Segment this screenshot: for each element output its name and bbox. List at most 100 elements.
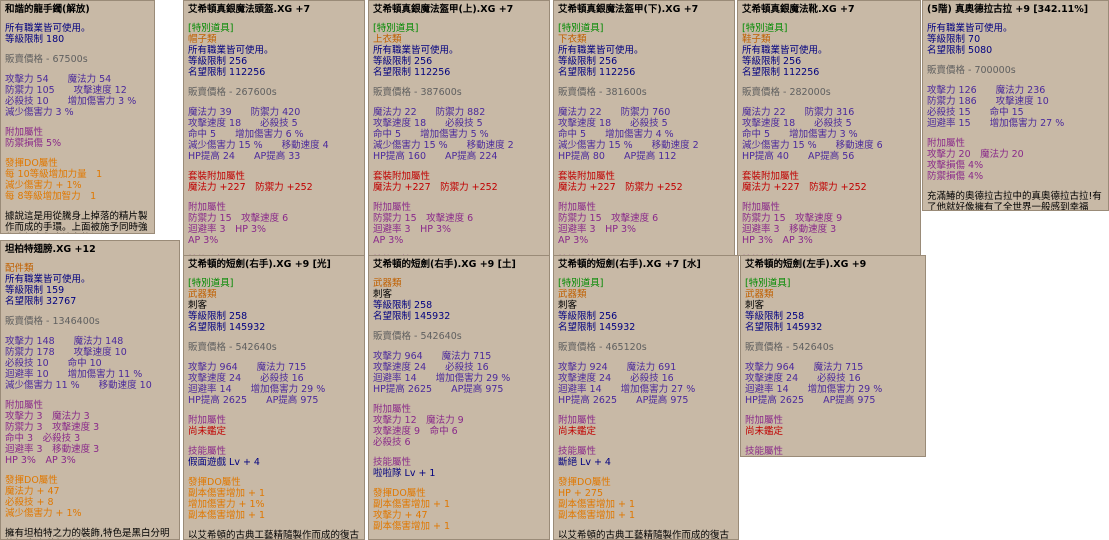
tooltip-line: 等級限制 180: [5, 34, 65, 45]
item-name: 和諧的龍手鐲(解放): [5, 4, 90, 15]
item-title-block: 艾希頓的短劍(右手).XG +9 [光]: [188, 259, 360, 270]
tooltip-section: 魔法力 22 防禦力 316 攻擊速度 18 必殺技 5 命中 5 增加傷害力 3 …: [742, 107, 916, 162]
tooltip-line: 攻擊力 964 魔法力 715: [188, 362, 307, 373]
tooltip-line: 等級限制 258: [373, 300, 433, 311]
tooltip-section: 以艾希頓的古典工藝精隨製作而成的復古型武器。: [188, 530, 360, 539]
tooltip-line: 迴避率 15 增加傷害力 27 %: [927, 118, 1065, 129]
tooltip-line: 迴避率 3 HP 3%: [558, 224, 637, 235]
tooltip-line: 減少傷害力 11 % 移動速度 10: [5, 380, 152, 391]
tooltip-section: 發揮DO屬性 魔法力 + 47 必殺技 + 8 減少傷害力 + 1%: [5, 475, 175, 519]
tooltip-line: [特別道具]: [745, 278, 791, 289]
tooltip-line: 攻擊損傷 4%: [927, 160, 984, 171]
tooltip-line: 攻擊力 924 魔法力 691: [558, 362, 677, 373]
item-title-block: 和諧的龍手鐲(解放): [5, 4, 150, 15]
tooltip-line: 攻擊力 964 魔法力 715: [745, 362, 864, 373]
tooltip-line: HP提高 2625 AP提高 975: [745, 395, 876, 406]
tooltip-section: 販賣價格 - 542640s: [373, 331, 545, 342]
tooltip-line: 魔法力 +227 防禦力 +252: [558, 182, 683, 193]
tooltip-line: 副本傷害增加 + 1: [373, 499, 451, 510]
tooltip-line: 發揮DO屬性: [373, 488, 426, 499]
tooltip-line: HP + 275: [558, 488, 604, 499]
tooltip-section: 套裝附加屬性 魔法力 +227 防禦力 +252: [373, 171, 545, 193]
item-title-block: 艾希頓真銀魔法頭盔.XG +7: [188, 4, 360, 15]
tooltip-line: 販賣價格 - 700000s: [927, 65, 1016, 76]
tooltip-line: 每 8等級增加智力 1: [5, 191, 97, 202]
tooltip-line: 所有職業皆可使用。: [5, 274, 91, 285]
tooltip-line: 魔法力 +227 防禦力 +252: [373, 182, 498, 193]
tooltip-line: 命中 5 增加傷害力 6 %: [188, 129, 304, 140]
tooltip-section: 魔法力 39 防禦力 420 攻擊速度 18 必殺技 5 命中 5 增加傷害力 6 …: [188, 107, 360, 162]
tooltip-line: 刺客: [188, 300, 208, 311]
item-title-block: (5階) 真奧德拉古拉 +9 [342.11%]: [927, 4, 1104, 15]
tooltip-line: 防禦力 15 攻擊速度 6: [373, 213, 474, 224]
tooltip-section: 販賣價格 - 267600s: [188, 87, 360, 98]
item-tooltip: 艾希頓的短劍(左手).XG +9 [特別道具] 武器類 刺客 等級限制 258 名望限制 …: [740, 255, 926, 457]
tooltip-line: 配件類: [5, 263, 34, 274]
item-name: 艾希頓真銀魔法靴.XG +7: [742, 4, 855, 15]
tooltip-section: 據說這是用從騰身上掉落的精片製作而成的手環。上面被施予同時強化攻擊力與魔法力的祝…: [5, 211, 150, 233]
item-name: 艾希頓真銀魔法頭盔.XG +7: [188, 4, 311, 15]
tooltip-line: HP提高 2625 AP提高 975: [188, 395, 319, 406]
tooltip-line: 附加屬性: [5, 127, 44, 138]
tooltip-line: 名望限制 112256: [373, 67, 451, 78]
tooltip-line: 販賣價格 - 465120s: [558, 342, 647, 353]
tooltip-line: 所有職業皆可使用。: [927, 23, 1013, 34]
tooltip-line: 附加屬性: [927, 138, 966, 149]
tooltip-line: 所有職業皆可使用。: [188, 45, 274, 56]
item-name: 艾希頓真銀魔法盔甲(上).XG +7: [373, 4, 514, 15]
tooltip-line: 迴避率 14 增加傷害力 29 %: [188, 384, 326, 395]
tooltip-line: 等級限制 258: [745, 311, 805, 322]
tooltip-section: 攻擊力 964 魔法力 715 攻擊速度 24 必殺技 16 迴避率 14 增加傷害…: [373, 351, 545, 395]
item-title-block: 艾希頓的短劍(左手).XG +9: [745, 259, 921, 270]
item-title-block: 艾希頓真銀魔法盔甲(下).XG +7: [558, 4, 730, 15]
tooltip-line: 啦啦隊 Lv + 1: [373, 468, 436, 479]
tooltip-section: 技能屬性 假面遊戲 Lv + 4: [188, 446, 360, 468]
tooltip-line: 魔法力 + 47: [5, 486, 60, 497]
tooltip-line: 名望限制 112256: [558, 67, 636, 78]
tooltip-line: 命中 3 必殺技 3: [5, 433, 81, 444]
tooltip-section: 所有職業皆可使用。 等級限制 70 名望限制 5080: [927, 23, 1104, 56]
tooltip-section: 販賣價格 - 282000s: [742, 87, 916, 98]
tooltip-line: 販賣價格 - 381600s: [558, 87, 647, 98]
tooltip-line: 販賣價格 - 67500s: [5, 54, 88, 65]
tooltip-section: 附加屬性 攻擊力 3 魔法力 3 防禦力 3 攻擊速度 3 命中 3 必殺技 3 迴避率…: [5, 400, 175, 466]
tooltip-line: 所有職業皆可使用。: [558, 45, 644, 56]
tooltip-line: 附加屬性: [373, 202, 412, 213]
tooltip-line: 魔法力 +227 防禦力 +252: [188, 182, 313, 193]
tooltip-line: 附加屬性: [558, 415, 597, 426]
tooltip-line: 攻擊速度 24 必殺技 16: [745, 373, 861, 384]
tooltip-line: 以艾希頓的古典工藝精隨製作而成的復古型武器。: [558, 530, 730, 540]
item-tooltip: 坦柏特翅膀.XG +12 配件類 所有職業皆可使用。 等級限制 159 名望限制 327…: [0, 240, 180, 540]
tooltip-line: 魔法力 +227 防禦力 +252: [742, 182, 867, 193]
tooltip-line: 迴避率 3 移動速度 3: [742, 224, 837, 235]
tooltip-line: 名望限制 112256: [742, 67, 820, 78]
tooltip-line: 假面遊戲 Lv + 4: [188, 457, 260, 468]
item-tooltip: 艾希頓的短劍(右手).XG +7 [水] [特別道具] 武器類 刺客 等級限制 256 名…: [553, 255, 739, 540]
tooltip-line: HP提高 80 AP提高 112: [558, 151, 677, 162]
tooltip-line: 等級限制 70: [927, 34, 981, 45]
tooltip-section: 發揮DO屬性 HP + 275 副本傷害增加 + 1 副本傷害增加 + 1: [558, 477, 734, 521]
tooltip-line: 命中 5 增加傷害力 3 %: [742, 129, 858, 140]
tooltip-line: 減少傷害力 + 1%: [5, 180, 82, 191]
tooltip-line: [特別道具]: [558, 278, 604, 289]
item-tooltip: 艾希頓真銀魔法盔甲(上).XG +7 [特別道具] 上衣類 所有職業皆可使用。 等級限制…: [368, 0, 550, 256]
tooltip-line: 每 10等級增加力量 1: [5, 169, 103, 180]
item-name: 艾希頓真銀魔法盔甲(下).XG +7: [558, 4, 699, 15]
item-tooltip: 和諧的龍手鐲(解放) 所有職業皆可使用。 等級限制 180 販賣價格 - 67500s…: [0, 0, 155, 234]
tooltip-line: HP提高 2625 AP提高 975: [373, 384, 504, 395]
tooltip-line: 套裝附加屬性: [188, 171, 246, 182]
tooltip-line: 等級限制 256: [373, 56, 433, 67]
tooltip-line: 攻擊力 148 魔法力 148: [5, 336, 124, 347]
tooltip-line: 刺客: [745, 300, 765, 311]
item-title-block: 坦柏特翅膀.XG +12: [5, 244, 175, 255]
tooltip-line: 攻擊力 + 47: [373, 510, 428, 521]
tooltip-line: 減少傷害力 3 %: [5, 107, 74, 118]
item-title-block: 艾希頓真銀魔法盔甲(上).XG +7: [373, 4, 545, 15]
tooltip-line: 所有職業皆可使用。: [373, 45, 459, 56]
tooltip-line: 等級限制 256: [742, 56, 802, 67]
tooltip-section: 販賣價格 - 465120s: [558, 342, 734, 353]
item-name: (5階) 真奧德拉古拉 +9 [342.11%]: [927, 4, 1089, 15]
tooltip-line: 技能屬性: [558, 446, 597, 457]
tooltip-line: 魔法力 22 防禦力 882: [373, 107, 486, 118]
tooltip-line: 武器類: [558, 289, 587, 300]
